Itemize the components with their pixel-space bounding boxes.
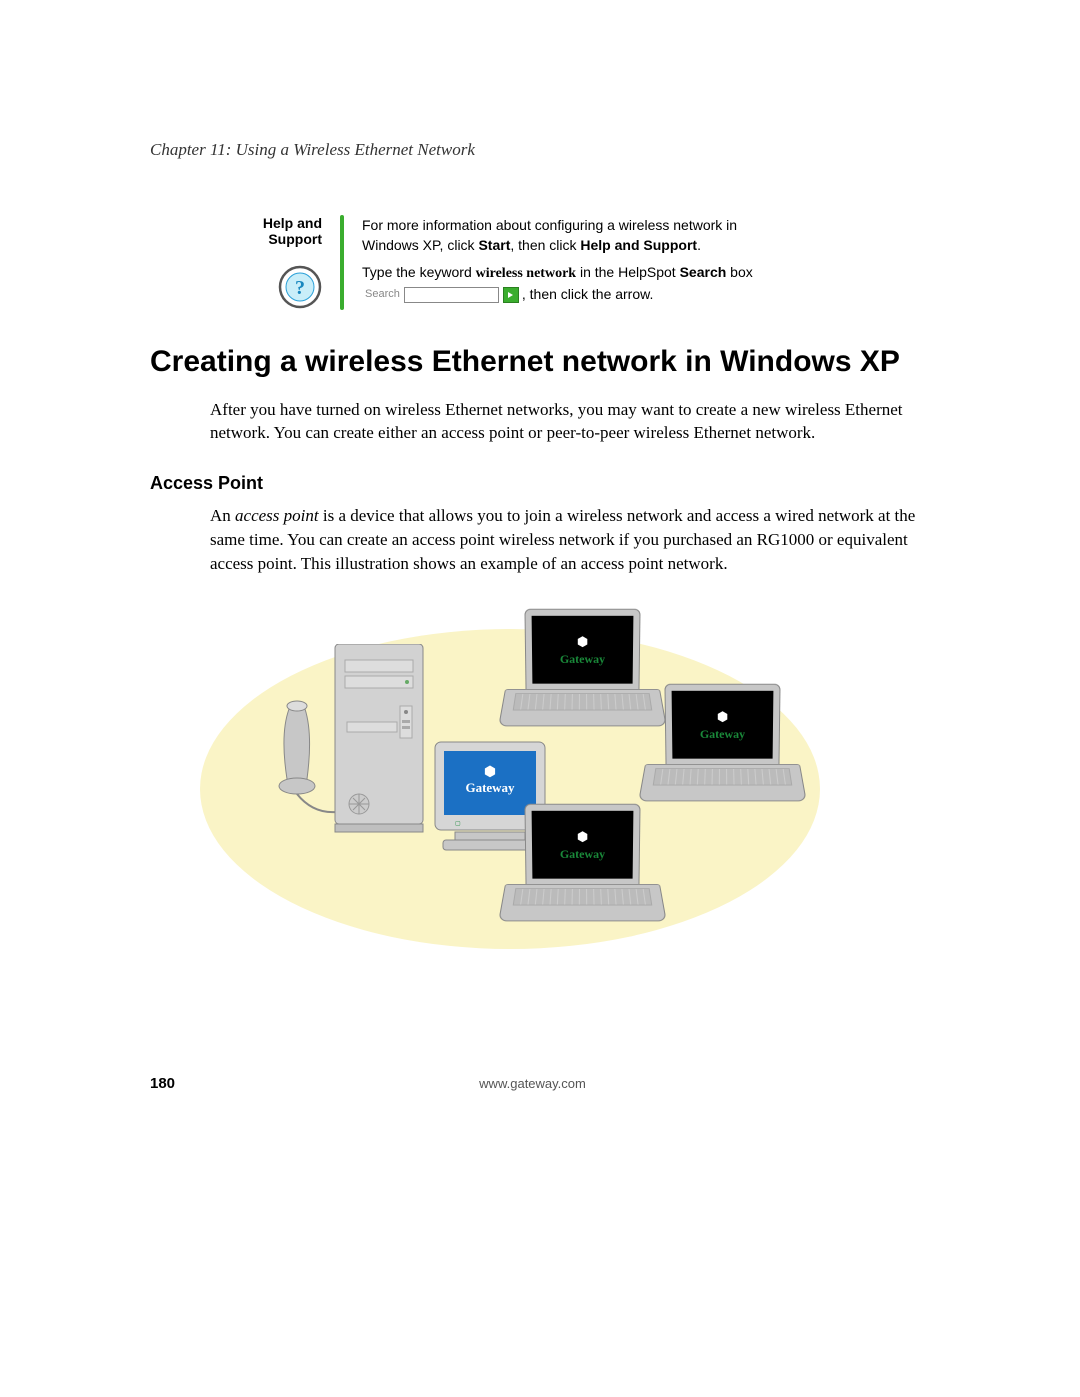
help-support-para-1: For more information about configuring a… <box>362 215 764 256</box>
help-support-text: For more information about configuring a… <box>344 215 764 310</box>
hs-p1b: Start <box>478 237 510 253</box>
help-support-label-col: Help and Support ? <box>245 215 340 310</box>
gateway-logo-text: Gateway <box>560 846 605 861</box>
laptop-icon: ⬢ Gateway <box>640 684 805 806</box>
chapter-header: Chapter 11: Using a Wireless Ethernet Ne… <box>150 140 930 160</box>
hs-p2b: wireless network <box>476 266 576 281</box>
hs-p2c: in the HelpSpot <box>576 264 680 280</box>
help-support-para-2: Type the keyword wireless network in the… <box>362 262 764 305</box>
intro-paragraph: After you have turned on wireless Ethern… <box>210 398 930 446</box>
svg-text:⬢: ⬢ <box>484 765 496 780</box>
help-support-label-1: Help and <box>245 215 322 231</box>
hs-p2f: , then click the arrow. <box>522 286 654 302</box>
footer-url: www.gateway.com <box>135 1076 930 1091</box>
help-support-label-2: Support <box>245 231 322 247</box>
page-root: Chapter 11: Using a Wireless Ethernet Ne… <box>0 0 1080 1397</box>
gateway-logo-text: Gateway <box>700 726 745 741</box>
search-arrow-button[interactable] <box>503 287 519 303</box>
hs-p2a: Type the keyword <box>362 264 476 280</box>
gateway-logo-text: Gateway <box>465 780 515 795</box>
gateway-logo-icon: ⬢ <box>717 708 728 724</box>
gateway-logo-text: Gateway <box>560 651 605 666</box>
access-point-paragraph: An access point is a device that allows … <box>210 504 930 575</box>
page-title: Creating a wireless Ethernet network in … <box>150 345 930 380</box>
laptop-icon: ⬢ Gateway <box>500 804 665 926</box>
svg-text:?: ? <box>295 277 305 299</box>
search-input[interactable] <box>404 287 499 303</box>
hs-p1e: . <box>697 237 701 253</box>
arrow-right-icon <box>506 290 516 300</box>
ap-b: access point <box>235 506 319 525</box>
hs-p1d: Help and Support <box>580 237 697 253</box>
subheading-access-point: Access Point <box>150 473 930 494</box>
network-illustration: ▢ ⬢ Gateway ⬢ Gateway <box>190 604 830 974</box>
search-widget-label: Search <box>365 287 400 303</box>
svg-text:▢: ▢ <box>455 821 461 827</box>
hs-p1c: , then click <box>510 237 580 253</box>
ap-a: An <box>210 506 235 525</box>
hs-p2d: Search <box>680 264 727 280</box>
search-widget: Search <box>365 287 519 303</box>
help-question-icon: ? <box>278 265 322 309</box>
page-footer: 180 www.gateway.com <box>150 1075 930 1092</box>
help-icon-wrap: ? <box>245 265 322 309</box>
gateway-logo-icon: ⬢ <box>577 633 588 649</box>
help-support-block: Help and Support ? For more information … <box>245 215 930 310</box>
hs-p2e: box <box>726 264 752 280</box>
gateway-logo-icon: ⬢ <box>577 828 588 844</box>
